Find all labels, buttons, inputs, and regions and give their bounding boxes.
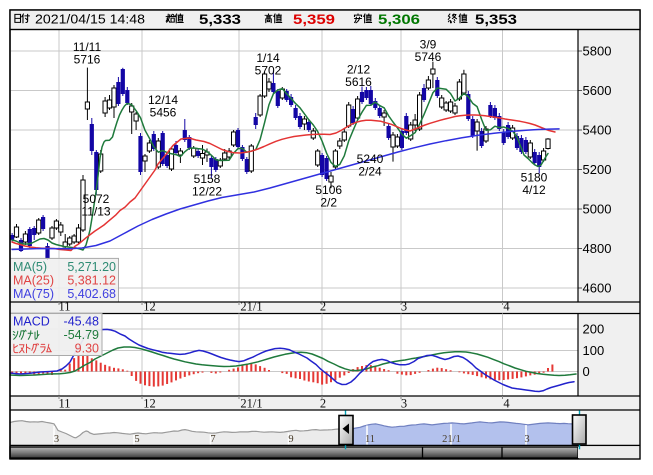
- svg-text:2: 2: [320, 300, 326, 314]
- svg-text:3: 3: [524, 434, 529, 445]
- svg-text:5800: 5800: [583, 44, 612, 59]
- svg-text:3: 3: [401, 397, 407, 411]
- svg-text:11/13: 11/13: [81, 205, 110, 219]
- svg-text:21/1: 21/1: [240, 300, 262, 314]
- svg-text:5716: 5716: [74, 53, 101, 67]
- svg-text:9.30: 9.30: [75, 342, 99, 356]
- svg-text:2/2: 2/2: [320, 196, 337, 210]
- svg-text:5000: 5000: [583, 202, 612, 217]
- svg-text:21/1: 21/1: [442, 434, 461, 445]
- svg-text:5240: 5240: [357, 152, 384, 166]
- svg-text:21/1: 21/1: [240, 397, 262, 411]
- svg-text:5,353: 5,353: [475, 11, 517, 27]
- svg-text:12/14: 12/14: [148, 93, 178, 107]
- svg-text:7: 7: [210, 434, 215, 445]
- svg-text:MA(75): MA(75): [13, 287, 54, 301]
- svg-text:2/12: 2/12: [347, 63, 371, 77]
- svg-text:4800: 4800: [583, 241, 612, 256]
- svg-text:4600: 4600: [583, 281, 612, 296]
- svg-text:5,402.68: 5,402.68: [67, 287, 116, 301]
- svg-text:11: 11: [58, 300, 70, 314]
- svg-text:100: 100: [583, 343, 605, 358]
- svg-text:5,306: 5,306: [378, 11, 420, 27]
- svg-text:2: 2: [320, 397, 326, 411]
- svg-text:12: 12: [143, 300, 156, 314]
- svg-text:2/24: 2/24: [358, 165, 382, 179]
- svg-text:3: 3: [401, 300, 407, 314]
- svg-text:5600: 5600: [583, 83, 612, 98]
- svg-text:4/12: 4/12: [522, 183, 546, 197]
- svg-text:5200: 5200: [583, 162, 612, 177]
- svg-text:200: 200: [583, 322, 605, 337]
- svg-text:12/22: 12/22: [192, 185, 222, 199]
- svg-text:3/9: 3/9: [420, 38, 437, 52]
- svg-text:12: 12: [143, 397, 156, 411]
- svg-text:5158: 5158: [194, 172, 221, 186]
- svg-text:11/11: 11/11: [73, 40, 102, 54]
- svg-text:MACD: MACD: [13, 315, 50, 329]
- svg-text:5: 5: [134, 434, 139, 445]
- svg-text:11: 11: [365, 434, 375, 445]
- svg-text:MA(25): MA(25): [13, 274, 54, 288]
- svg-text:1/14: 1/14: [256, 51, 280, 65]
- svg-text:MA(5): MA(5): [13, 260, 47, 274]
- svg-text:3: 3: [54, 434, 59, 445]
- svg-text:2021/04/15 14:48: 2021/04/15 14:48: [35, 13, 145, 27]
- svg-text:5702: 5702: [255, 64, 282, 78]
- svg-text:5180: 5180: [521, 171, 548, 185]
- svg-text:5,271.20: 5,271.20: [67, 260, 116, 274]
- svg-text:5072: 5072: [83, 192, 110, 206]
- svg-text:4: 4: [503, 300, 510, 314]
- svg-text:9: 9: [288, 434, 293, 445]
- svg-text:5400: 5400: [583, 123, 612, 138]
- svg-text:4: 4: [503, 397, 510, 411]
- svg-text:5616: 5616: [345, 75, 372, 89]
- svg-text:5106: 5106: [315, 183, 342, 197]
- svg-text:-45.48: -45.48: [64, 315, 99, 329]
- svg-text:5,359: 5,359: [293, 11, 335, 27]
- svg-text:5,381.12: 5,381.12: [67, 274, 116, 288]
- svg-text:5,333: 5,333: [199, 11, 241, 27]
- svg-text:-54.79: -54.79: [64, 328, 99, 342]
- svg-text:11: 11: [58, 397, 70, 411]
- svg-text:5746: 5746: [415, 50, 442, 64]
- svg-text:5456: 5456: [150, 106, 177, 120]
- svg-text:0: 0: [583, 364, 590, 379]
